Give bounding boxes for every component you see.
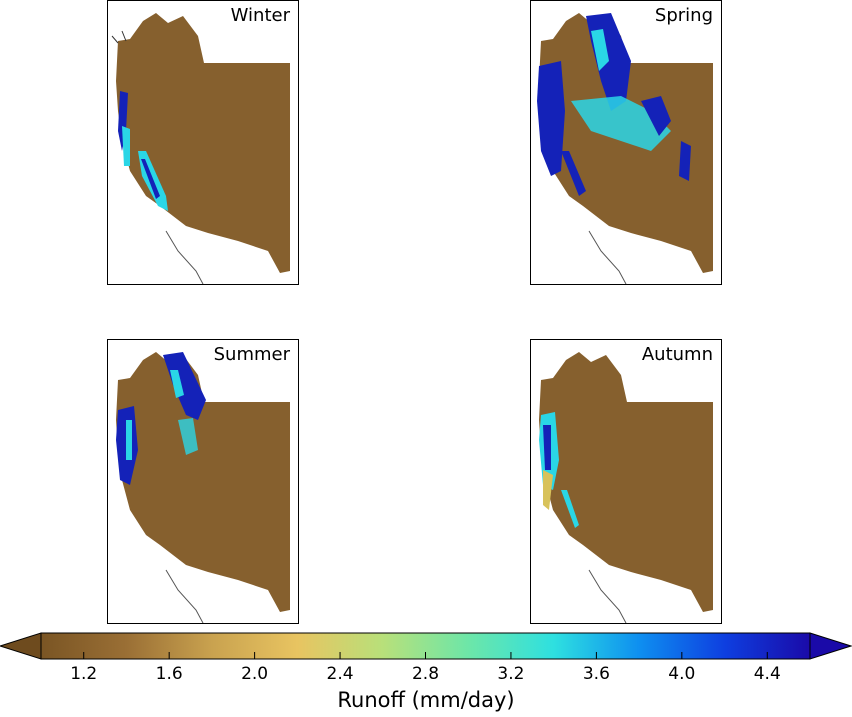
- panel-title: Winter: [230, 5, 290, 26]
- coast-line: [165, 569, 204, 623]
- colorbar: [0, 632, 852, 660]
- coast-runoff: [126, 420, 132, 460]
- coast-runoff: [122, 126, 130, 166]
- mountain-runoff: [591, 29, 609, 71]
- colorbar-tick-label: 3.6: [582, 664, 610, 684]
- colorbar-extend-high: [809, 632, 852, 660]
- land-region: [539, 13, 713, 273]
- colorbar-label: Runoff (mm/day): [337, 688, 515, 712]
- land-region: [116, 352, 290, 612]
- coast-line: [588, 569, 627, 623]
- land-region: [116, 13, 290, 273]
- coast-runoff: [118, 91, 128, 151]
- coast-line: [111, 30, 127, 44]
- panel-title: Spring: [654, 5, 713, 26]
- map-panel-summer: Summer: [107, 339, 299, 624]
- map-spring: [537, 13, 713, 284]
- colorbar-tick-label: 1.2: [70, 664, 98, 684]
- map-panel-winter: Winter: [107, 0, 299, 285]
- map-winter: [111, 13, 290, 284]
- colorbar-tick-label: 2.0: [241, 664, 269, 684]
- panel-title: Autumn: [641, 344, 713, 365]
- colorbar-tick-label: 2.4: [326, 664, 354, 684]
- coast-runoff: [543, 470, 553, 510]
- map-autumn: [539, 352, 713, 623]
- sierra-runoff: [561, 151, 586, 196]
- panel-title: Summer: [213, 344, 290, 365]
- map-summer: [116, 352, 290, 623]
- colorbar-tick-label: 2.8: [411, 664, 440, 684]
- interior-runoff: [178, 418, 198, 455]
- interior-runoff: [641, 96, 671, 136]
- sierra-runoff: [561, 490, 579, 528]
- coast-line: [588, 230, 627, 284]
- coast-line: [165, 230, 204, 284]
- map-panel-spring: Spring: [530, 0, 722, 285]
- coast-runoff: [543, 425, 551, 470]
- map-panel-autumn: Autumn: [530, 339, 722, 624]
- colorbar-tick-label: 4.0: [668, 664, 696, 684]
- coast-runoff: [537, 61, 565, 176]
- mountain-runoff: [170, 370, 184, 398]
- land-region: [539, 352, 713, 612]
- colorbar-tick-label: 1.6: [155, 664, 183, 684]
- colorbar-extend-low: [0, 632, 42, 660]
- colorbar-tick-label: 3.2: [497, 664, 525, 684]
- mountain-runoff: [163, 352, 206, 420]
- sierra-runoff: [141, 159, 160, 199]
- interior-runoff: [679, 141, 691, 181]
- colorbar-tick-label: 4.4: [753, 664, 781, 684]
